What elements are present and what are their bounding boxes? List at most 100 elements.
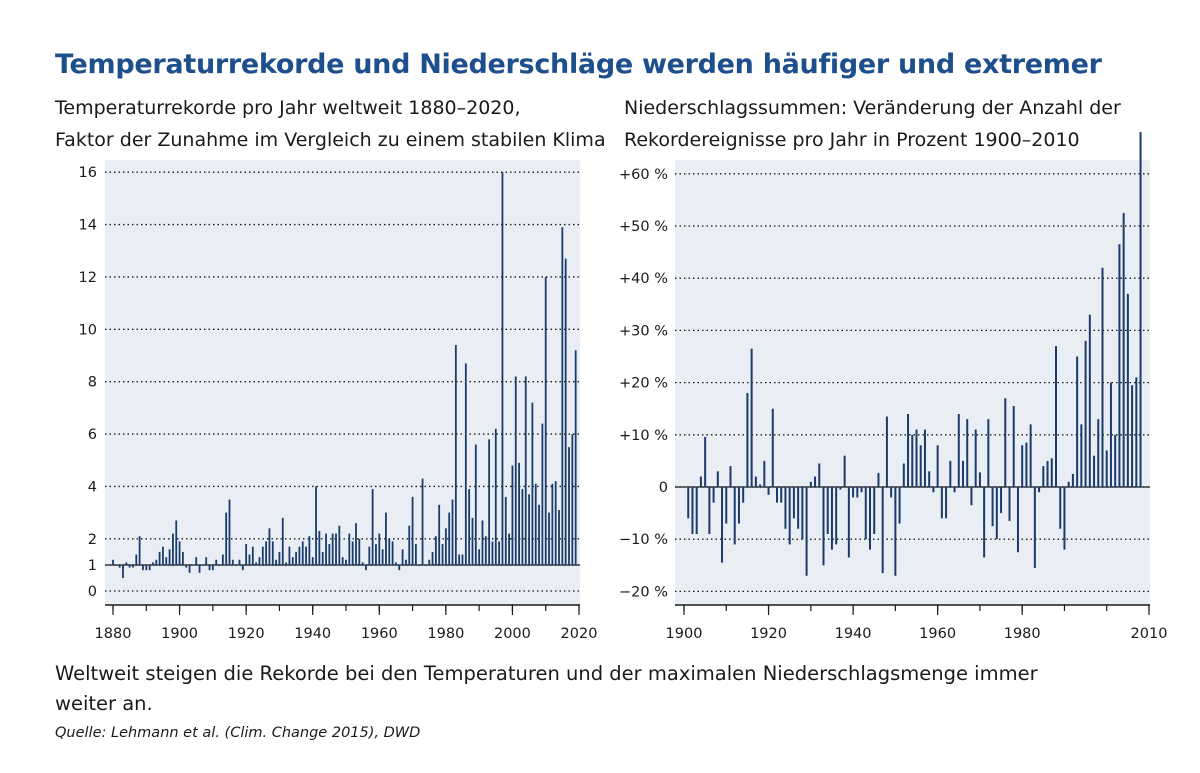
left-bar bbox=[481, 520, 484, 565]
left-bar bbox=[381, 549, 384, 565]
right-bar bbox=[759, 484, 762, 487]
right-bar bbox=[923, 429, 926, 487]
left-bar bbox=[424, 565, 427, 566]
left-bar bbox=[228, 499, 231, 565]
left-bar bbox=[494, 428, 497, 565]
right-bar bbox=[936, 445, 939, 487]
left-bar bbox=[548, 512, 550, 565]
right-bar bbox=[1012, 406, 1015, 487]
left-bar bbox=[225, 512, 228, 565]
left-y-tick-label: 6 bbox=[88, 427, 97, 443]
left-bar bbox=[122, 565, 124, 578]
left-x-tick-label: 1880 bbox=[95, 626, 132, 642]
right-bar bbox=[1042, 466, 1045, 487]
left-bar bbox=[195, 557, 198, 565]
left-bar bbox=[115, 565, 118, 566]
left-bar bbox=[554, 481, 557, 565]
right-y-tick-label: +20 % bbox=[619, 376, 668, 392]
left-bar bbox=[491, 541, 494, 565]
right-bar bbox=[695, 487, 698, 534]
right-y-tick-label: +50 % bbox=[619, 219, 668, 235]
left-bar bbox=[268, 528, 271, 565]
left-bar bbox=[571, 434, 574, 565]
right-bar bbox=[953, 487, 956, 493]
right-bar bbox=[860, 487, 863, 493]
left-bar bbox=[168, 549, 171, 565]
left-bar bbox=[418, 565, 421, 566]
right-bar bbox=[839, 487, 842, 490]
right-bar bbox=[877, 472, 880, 487]
left-bar bbox=[345, 559, 347, 565]
left-x-tick-label: 2000 bbox=[494, 626, 531, 642]
right-bar bbox=[687, 487, 690, 519]
left-bar bbox=[341, 557, 344, 565]
right-bar bbox=[1109, 382, 1112, 487]
right-bar bbox=[721, 487, 724, 563]
right-bar bbox=[1025, 442, 1028, 487]
right-bar bbox=[1033, 487, 1036, 568]
left-bar bbox=[291, 557, 294, 565]
left-bar bbox=[241, 565, 244, 571]
right-bar bbox=[750, 348, 753, 487]
right-bar bbox=[1029, 424, 1032, 487]
right-bar bbox=[699, 476, 702, 487]
right-bar bbox=[1105, 450, 1108, 487]
right-y-tick-label: +40 % bbox=[619, 271, 668, 287]
left-bar bbox=[311, 557, 314, 565]
left-bar bbox=[331, 533, 334, 565]
left-bar bbox=[142, 565, 144, 571]
left-bar bbox=[275, 559, 277, 565]
right-bar bbox=[915, 429, 918, 487]
left-bar bbox=[211, 565, 214, 571]
left-bar bbox=[338, 525, 341, 565]
left-x-tick-label: 1920 bbox=[228, 626, 265, 642]
left-bar bbox=[474, 444, 477, 565]
right-bar bbox=[805, 487, 808, 576]
caption-text: Weltweit steigen die Rekorde bei den Tem… bbox=[55, 662, 1038, 715]
left-bar bbox=[318, 530, 321, 565]
right-bar bbox=[962, 460, 964, 487]
right-bar bbox=[843, 455, 846, 487]
left-bar bbox=[288, 546, 291, 565]
left-bar bbox=[185, 565, 188, 568]
left-bar bbox=[255, 562, 258, 565]
left-bar bbox=[215, 559, 218, 565]
right-bar bbox=[1131, 385, 1134, 487]
left-bar bbox=[471, 517, 474, 565]
left-bar bbox=[278, 551, 281, 565]
left-y-tick-label: 10 bbox=[79, 322, 97, 338]
right-x-tick-label: 1940 bbox=[835, 626, 872, 642]
left-bar bbox=[248, 554, 251, 565]
right-bar bbox=[1122, 212, 1125, 487]
right-bar bbox=[991, 487, 994, 527]
left-x-tick-label: 1980 bbox=[427, 626, 464, 642]
left-bar bbox=[238, 559, 241, 565]
right-bar bbox=[847, 487, 850, 558]
right-bar bbox=[873, 487, 876, 534]
right-bar bbox=[776, 487, 778, 503]
left-bar bbox=[468, 489, 471, 565]
left-bar bbox=[368, 546, 371, 565]
right-bar bbox=[729, 466, 732, 487]
left-bar bbox=[305, 546, 307, 565]
right-bar bbox=[978, 472, 981, 487]
source-text: Quelle: Lehmann et al. (Clim. Change 201… bbox=[55, 725, 421, 741]
left-bar bbox=[152, 562, 154, 565]
left-bar bbox=[358, 538, 361, 565]
left-bar bbox=[558, 510, 560, 565]
left-bar bbox=[538, 504, 540, 565]
left-bar bbox=[351, 541, 354, 565]
right-bar bbox=[1008, 487, 1011, 521]
left-bar bbox=[301, 541, 304, 565]
left-bar bbox=[528, 494, 530, 565]
left-bar bbox=[315, 486, 317, 565]
right-chart-title-line-2: Rekordereignisse pro Jahr in Prozent 190… bbox=[624, 129, 1080, 151]
left-y-tick-label: 12 bbox=[79, 270, 97, 286]
left-bar bbox=[371, 489, 374, 565]
right-bar bbox=[1038, 487, 1041, 493]
right-bar bbox=[957, 413, 960, 487]
right-bar bbox=[826, 487, 829, 534]
left-bar bbox=[451, 499, 454, 565]
right-bar bbox=[995, 487, 998, 540]
left-bar bbox=[398, 565, 401, 571]
